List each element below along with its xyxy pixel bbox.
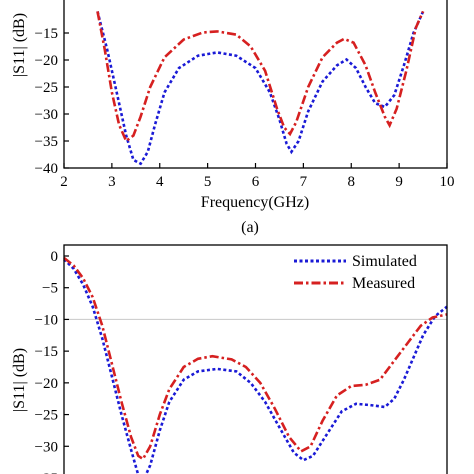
chart-a-ticks: −40 −35 −30 −25 −20 −15 2 3 4 5 6 7 8 9 10: [35, 26, 455, 190]
chart-b-series-layer: [63, 256, 448, 474]
chart-b-ylabel: |S11| (dB): [11, 348, 28, 412]
chart-b-ticks: −35 −30 −25 −20 −15 −10 −5 0: [35, 249, 69, 474]
chart-a-series-line-0: [96, 10, 425, 166]
chart-a-y-tick-label: −35: [35, 134, 58, 150]
chart-a-x-tick-label: 6: [252, 174, 260, 190]
chart-a-x-tick-label: 3: [108, 174, 116, 190]
chart-a-y-tick-label: −20: [35, 53, 58, 69]
chart-b-y-tick-label: −25: [35, 408, 58, 424]
legend: Simulated Measured: [294, 253, 417, 292]
chart-b-y-tick-label: −10: [35, 312, 58, 328]
chart-b-y-tick-label: −20: [35, 376, 58, 392]
legend-label-simulated: Simulated: [352, 253, 417, 270]
chart-b-y-tick-label: −5: [42, 281, 58, 297]
chart-a-y-tick-label: −25: [35, 80, 58, 96]
chart-b-y-tick-label: 0: [51, 249, 59, 265]
chart-a-x-tick-label: 8: [348, 174, 356, 190]
chart-a-x-tick-label: 9: [395, 174, 403, 190]
chart-a-x-tick-label: 2: [60, 174, 68, 190]
chart-panel-b: −35 −30 −25 −20 −15 −10 −5 0 |S11| (dB) Simulat…: [11, 244, 448, 474]
chart-a-x-tick-label: 4: [156, 174, 164, 190]
chart-b-series-line-simulated: [63, 258, 448, 474]
chart-b-series-line-measured: [63, 256, 448, 461]
chart-a-y-tick-label: −40: [35, 161, 58, 177]
chart-a-ylabel: |S11| (dB): [11, 13, 28, 77]
chart-b-plot-frame: [63, 244, 448, 474]
chart-b-y-tick-label: −35: [35, 471, 58, 474]
chart-a-x-tick-label: 5: [204, 174, 212, 190]
chart-a-series-layer: [96, 10, 425, 166]
chart-a-xlabel: Frequency(GHz): [201, 194, 309, 211]
chart-b-y-tick-label: −30: [35, 439, 58, 455]
legend-label-measured: Measured: [352, 275, 415, 292]
chart-a-x-tick-label: 10: [440, 174, 455, 190]
chart-a-y-tick-label: −30: [35, 107, 58, 123]
chart-a-panel-label: (a): [241, 219, 259, 236]
chart-a-series-line-1: [96, 10, 425, 144]
chart-b-y-tick-label: −15: [35, 344, 58, 360]
chart-a-x-tick-label: 7: [300, 174, 308, 190]
chart-a-plot-frame: [63, 0, 448, 169]
chart-panel-a: −40−35−30−25−20−152 3 4 5 6 7 8 9 10 |S11| (dB) …: [11, 0, 455, 236]
chart-a-y-tick-label: −15: [35, 26, 58, 42]
